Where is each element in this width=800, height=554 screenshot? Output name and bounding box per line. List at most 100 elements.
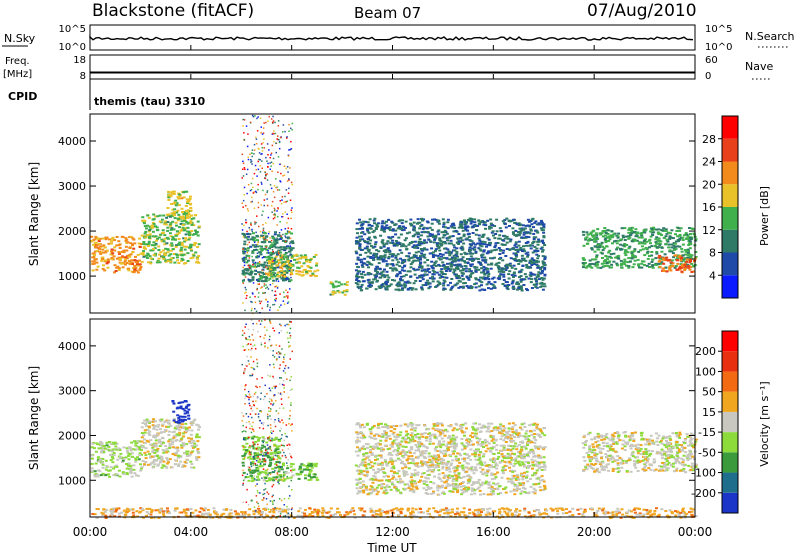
data-cell: [146, 450, 150, 453]
data-cell: [396, 481, 400, 483]
data-cell: [540, 265, 544, 268]
data-cell: [409, 266, 413, 269]
data-cell: [189, 245, 193, 248]
data-cell: [143, 442, 147, 445]
data-cell: [463, 434, 466, 437]
data-cell: [165, 242, 169, 245]
data-cell: [458, 277, 461, 279]
data-cell: [134, 474, 138, 477]
data-cell: [264, 264, 268, 267]
data-cell: [190, 217, 194, 220]
data-cell: [162, 441, 165, 444]
data-cell: [493, 225, 497, 227]
data-cell: [261, 444, 265, 447]
data-cell: [442, 279, 446, 282]
data-cell: [111, 461, 115, 464]
noise-cell: [284, 130, 286, 133]
data-cell: [522, 278, 525, 281]
data-cell: [399, 233, 403, 236]
data-cell: [450, 484, 453, 486]
data-cell: [172, 434, 176, 437]
noise-cell: [255, 190, 257, 193]
data-cell: [184, 233, 188, 236]
data-cell: [167, 254, 171, 257]
data-cell: [176, 217, 180, 220]
data-cell: [412, 244, 416, 247]
data-cell: [167, 425, 170, 428]
data-cell: [486, 251, 490, 254]
data-cell: [534, 220, 538, 223]
data-cell: [165, 462, 169, 465]
data-cell: [366, 221, 370, 224]
data-cell: [530, 278, 534, 281]
data-cell: [446, 267, 450, 270]
data-cell: [504, 491, 508, 494]
data-cell: [146, 253, 150, 256]
data-cell: [113, 249, 117, 252]
data-cell: [189, 195, 192, 198]
data-cell: [526, 289, 529, 292]
data-cell: [593, 258, 596, 261]
data-cell: [437, 246, 441, 249]
data-cell: [491, 283, 495, 286]
noise-cell: [253, 143, 256, 146]
data-cell: [498, 227, 502, 230]
data-cell: [411, 235, 415, 238]
data-cell: [183, 418, 187, 421]
data-cell: [115, 448, 119, 451]
noise-cell: [275, 285, 278, 287]
data-cell: [151, 449, 155, 452]
data-cell: [459, 269, 463, 272]
data-cell: [508, 248, 512, 251]
data-cell: [341, 291, 345, 294]
data-cell: [482, 249, 486, 252]
data-cell: [437, 233, 441, 236]
noise-cell: [287, 256, 289, 258]
data-cell: [163, 223, 167, 226]
data-cell: [154, 424, 157, 427]
data-cell: [140, 234, 144, 237]
data-cell: [525, 244, 528, 247]
data-cell: [507, 430, 511, 433]
data-cell: [678, 245, 682, 248]
data-cell: [91, 239, 95, 242]
data-cell: [115, 473, 119, 476]
data-cell: [474, 422, 477, 425]
data-cell: [535, 282, 539, 285]
data-cell: [468, 252, 472, 255]
data-cell: [163, 220, 167, 223]
data-cell: [275, 461, 279, 463]
data-cell: [270, 257, 273, 260]
data-cell: [530, 244, 534, 247]
data-cell: [295, 253, 299, 256]
data-cell: [368, 488, 372, 491]
data-cell: [515, 283, 519, 285]
data-cell: [474, 277, 478, 280]
data-cell: [423, 253, 427, 256]
data-cell: [256, 278, 259, 281]
data-cell: [459, 240, 463, 243]
data-cell: [111, 443, 115, 445]
data-cell: [632, 263, 636, 266]
noise-cell: [255, 136, 257, 139]
data-cell: [423, 452, 427, 455]
data-cell: [374, 253, 378, 255]
data-cell: [196, 220, 200, 223]
data-cell: [127, 254, 131, 257]
data-cell: [440, 271, 444, 274]
data-cell: [309, 476, 313, 479]
data-cell: [380, 240, 384, 243]
data-cell: [446, 262, 449, 265]
data-cell: [140, 426, 144, 429]
data-cell: [415, 424, 419, 427]
data-cell: [284, 472, 288, 474]
data-cell: [104, 459, 108, 462]
data-cell: [439, 244, 443, 247]
data-cell: [430, 252, 434, 255]
data-cell: [657, 256, 661, 259]
data-cell: [167, 190, 170, 193]
data-cell: [517, 222, 521, 225]
data-cell: [90, 446, 94, 449]
data-cell: [452, 230, 456, 233]
data-cell: [592, 238, 596, 241]
